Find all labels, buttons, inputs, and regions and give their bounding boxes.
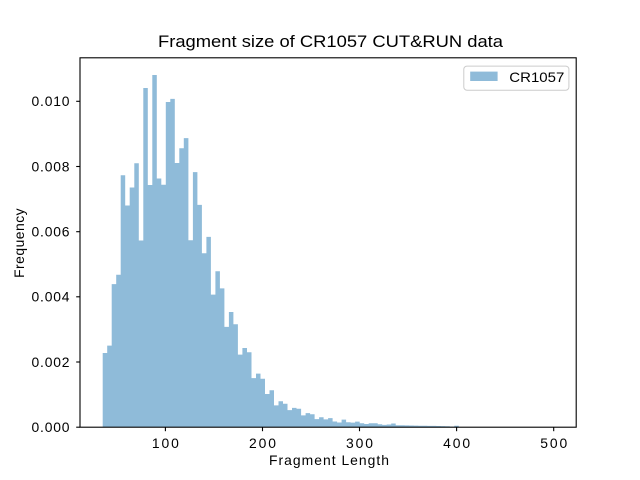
svg-text:500: 500 bbox=[540, 435, 567, 451]
svg-text:0.008: 0.008 bbox=[32, 158, 70, 174]
svg-text:Frequency: Frequency bbox=[11, 208, 27, 278]
svg-text:200: 200 bbox=[249, 435, 276, 451]
svg-text:Fragment Length: Fragment Length bbox=[269, 452, 389, 468]
svg-text:CR1057: CR1057 bbox=[509, 69, 564, 85]
svg-text:0.002: 0.002 bbox=[32, 354, 70, 370]
svg-text:0.000: 0.000 bbox=[32, 419, 70, 435]
svg-text:0.006: 0.006 bbox=[32, 224, 70, 240]
svg-text:0.004: 0.004 bbox=[32, 289, 70, 305]
svg-text:300: 300 bbox=[346, 435, 373, 451]
svg-text:400: 400 bbox=[443, 435, 470, 451]
svg-text:Fragment size of CR1057 CUT&RU: Fragment size of CR1057 CUT&RUN data bbox=[158, 32, 504, 51]
svg-text:100: 100 bbox=[152, 435, 179, 451]
svg-text:0.010: 0.010 bbox=[32, 93, 70, 109]
